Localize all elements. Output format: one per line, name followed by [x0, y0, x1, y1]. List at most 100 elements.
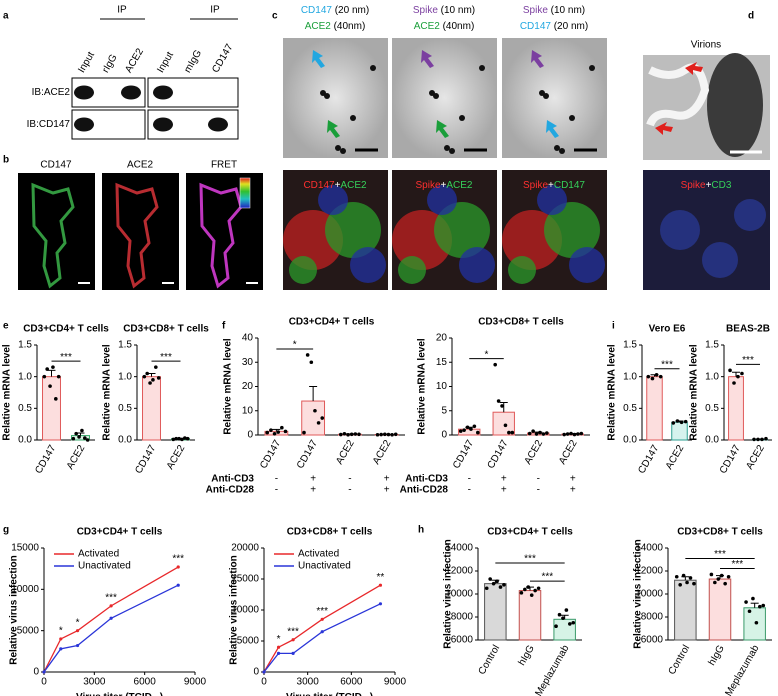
x-tick-label: CD147 — [133, 443, 158, 476]
fret-label: CD147 — [40, 160, 72, 171]
x-tick-label: ACE2 — [65, 443, 88, 472]
significance-label: * — [485, 349, 489, 360]
data-point — [529, 593, 534, 597]
data-point — [526, 585, 531, 589]
y-tick-label: 20 — [436, 333, 448, 344]
data-point — [393, 432, 398, 437]
condition-label: Anti-CD3 — [405, 474, 448, 485]
panel-letter: b — [3, 155, 9, 166]
data-point — [679, 420, 684, 425]
series-point — [75, 629, 80, 633]
series-line — [263, 584, 381, 673]
stain-blob — [325, 202, 381, 258]
data-point — [283, 429, 288, 434]
data-point — [349, 432, 354, 437]
data-point — [500, 404, 504, 408]
y-tick-label: 1.5 — [623, 340, 637, 351]
gold-particle — [324, 93, 330, 99]
data-point — [71, 436, 76, 441]
lane-label: Input — [76, 50, 97, 75]
x-tick-label: Control — [667, 643, 693, 676]
arrow — [685, 62, 703, 75]
data-point — [692, 581, 696, 586]
y-tick-label: 10 — [436, 381, 448, 392]
data-point — [313, 408, 317, 413]
y-tick-label: 1.0 — [118, 371, 132, 382]
data-point — [148, 381, 152, 385]
data-point — [674, 574, 679, 579]
data-point — [545, 431, 549, 435]
data-point — [740, 371, 744, 376]
chart-title: BEAS-2B — [726, 324, 770, 335]
significance-label: * — [277, 634, 281, 645]
data-point — [751, 596, 755, 601]
significance-label: * — [76, 617, 80, 628]
data-point — [713, 580, 717, 585]
data-point — [568, 622, 572, 626]
blot-band — [74, 117, 94, 132]
if-label-part: Spike — [416, 180, 441, 191]
x-tick-label: CD147 — [451, 438, 476, 471]
significance-label: *** — [105, 593, 117, 604]
x-tick-label: Meplazumab — [723, 643, 761, 696]
x-axis-label-part: Virus titer (TCID — [286, 692, 362, 696]
data-point — [658, 374, 663, 379]
data-point — [683, 419, 688, 424]
data-point — [390, 432, 394, 437]
panel-letter: a — [3, 11, 9, 22]
micrograph — [502, 38, 607, 158]
arrow — [421, 50, 434, 68]
data-point — [719, 573, 724, 578]
legend-label: Activated — [78, 549, 119, 560]
y-tick-label: 0 — [441, 430, 447, 441]
series-point — [59, 647, 63, 651]
stain-blob — [508, 256, 536, 284]
significance-label: *** — [287, 626, 299, 637]
if-label-part: ACE2 — [446, 180, 473, 191]
cell-body — [707, 53, 763, 157]
data-point — [681, 573, 686, 578]
data-point — [764, 436, 768, 441]
data-point — [484, 586, 489, 591]
data-point — [180, 437, 184, 442]
arrow — [312, 50, 325, 68]
color-scale — [239, 177, 251, 209]
ip-label: IP — [117, 5, 127, 16]
x-tick-label: Control — [477, 643, 503, 676]
fret-label: ACE2 — [127, 160, 154, 171]
gold-particle — [340, 148, 346, 154]
y-axis-label: Relative virus infection — [633, 539, 644, 648]
legend-label: Unactivated — [78, 561, 131, 572]
if-label: Spike+CD147 — [523, 180, 585, 191]
y-tick-label: 6000 — [451, 635, 474, 646]
significance-label: * — [59, 626, 63, 637]
em-label-part: (20 nm) — [332, 5, 369, 16]
y-tick-label: 10000 — [635, 589, 663, 600]
data-point — [650, 376, 655, 381]
if-label-part: Spike — [523, 180, 548, 191]
significance-label: *** — [661, 359, 673, 370]
gold-particle — [433, 93, 439, 99]
blot-band — [153, 85, 173, 100]
series-point — [262, 670, 266, 674]
x-tick-label: ACE2 — [523, 438, 546, 467]
data-point — [538, 430, 542, 435]
em-label-part: CD147 — [520, 21, 552, 32]
data-point — [142, 374, 147, 379]
data-point — [726, 574, 731, 579]
panel-letter: c — [272, 11, 278, 22]
data-point — [51, 365, 55, 369]
blot-band — [121, 85, 141, 100]
stain-blob — [318, 185, 348, 215]
data-point — [357, 432, 361, 437]
data-point — [569, 431, 573, 436]
data-point — [507, 430, 511, 435]
data-point — [469, 427, 473, 431]
gold-particle — [554, 145, 560, 151]
y-tick-label: 1.5 — [705, 340, 719, 351]
em-label-part: Spike — [523, 5, 548, 16]
data-point — [280, 425, 284, 430]
data-point — [185, 436, 190, 441]
blot-band — [208, 117, 228, 132]
